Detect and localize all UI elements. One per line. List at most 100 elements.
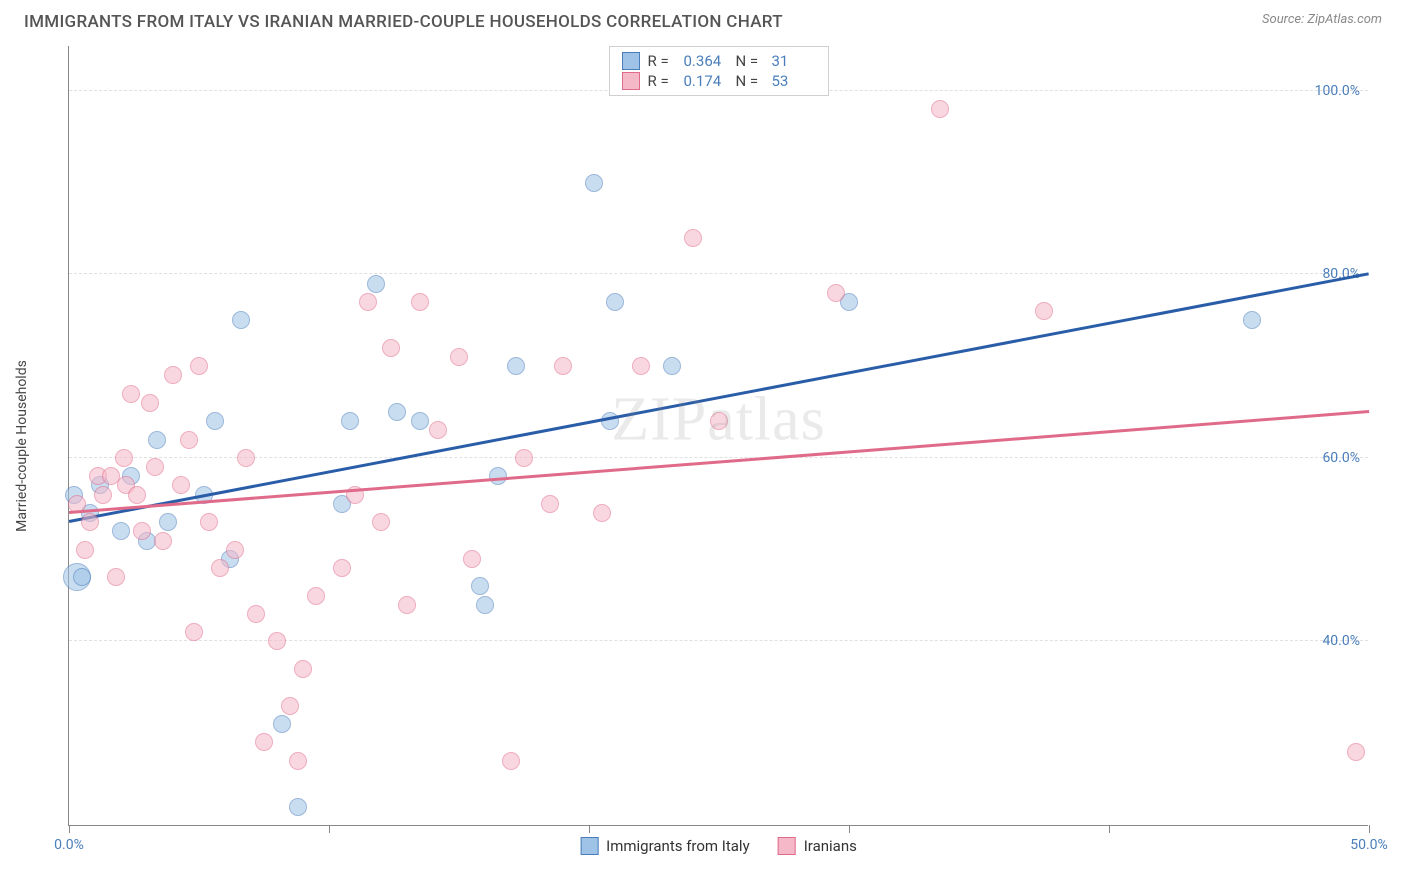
- n-value-iranians: 53: [772, 72, 816, 90]
- data-point: [154, 532, 172, 550]
- data-point: [107, 568, 125, 586]
- r-value-italy: 0.364: [684, 52, 728, 70]
- data-point: [359, 293, 377, 311]
- data-point: [247, 605, 265, 623]
- correlation-legend: R = 0.364 N = 31 R = 0.174 N = 53: [609, 46, 829, 96]
- data-point: [341, 412, 359, 430]
- swatch-italy: [580, 837, 598, 855]
- data-point: [268, 632, 286, 650]
- trendline: [69, 272, 1369, 522]
- data-point: [411, 412, 429, 430]
- data-point: [931, 100, 949, 118]
- data-point: [112, 522, 130, 540]
- data-point: [73, 568, 91, 586]
- data-point: [200, 513, 218, 531]
- data-point: [133, 522, 151, 540]
- data-point: [663, 357, 681, 375]
- x-tick-label: 50.0%: [1350, 837, 1388, 853]
- data-point: [211, 559, 229, 577]
- data-point: [185, 623, 203, 641]
- n-value-italy: 31: [772, 52, 816, 70]
- gridline: [69, 640, 1368, 641]
- data-point: [226, 541, 244, 559]
- x-tick-label: 0.0%: [54, 837, 84, 853]
- data-point: [585, 174, 603, 192]
- gridline: [69, 457, 1368, 458]
- data-point: [710, 412, 728, 430]
- data-point: [76, 541, 94, 559]
- chart-title: IMMIGRANTS FROM ITALY VS IRANIAN MARRIED…: [24, 12, 783, 32]
- source-attribution: Source: ZipAtlas.com: [1262, 12, 1382, 27]
- data-point: [367, 275, 385, 293]
- y-tick-label: 60.0%: [1322, 450, 1360, 466]
- data-point: [1347, 743, 1365, 761]
- data-point: [94, 486, 112, 504]
- legend-row-iranians: R = 0.174 N = 53: [622, 71, 816, 91]
- data-point: [1035, 302, 1053, 320]
- data-point: [429, 421, 447, 439]
- swatch-italy: [622, 52, 640, 70]
- data-point: [411, 293, 429, 311]
- y-tick-label: 40.0%: [1322, 633, 1360, 649]
- data-point: [206, 412, 224, 430]
- data-point: [159, 513, 177, 531]
- data-point: [81, 513, 99, 531]
- data-point: [382, 339, 400, 357]
- data-point: [289, 798, 307, 816]
- data-point: [164, 366, 182, 384]
- data-point: [606, 293, 624, 311]
- y-tick-label: 100.0%: [1315, 83, 1360, 99]
- data-point: [273, 715, 291, 733]
- data-point: [476, 596, 494, 614]
- legend-label: Iranians: [804, 837, 857, 855]
- data-point: [515, 449, 533, 467]
- data-point: [122, 385, 140, 403]
- data-point: [307, 587, 325, 605]
- data-point: [471, 577, 489, 595]
- data-point: [190, 357, 208, 375]
- data-point: [172, 476, 190, 494]
- header: IMMIGRANTS FROM ITALY VS IRANIAN MARRIED…: [0, 0, 1406, 36]
- legend-item-iranians: Iranians: [778, 837, 857, 855]
- x-tick: [849, 825, 850, 833]
- data-point: [232, 311, 250, 329]
- chart-container: Married-couple Households ZIPatlas R = 0…: [36, 46, 1386, 846]
- data-point: [398, 596, 416, 614]
- gridline: [69, 273, 1368, 274]
- data-point: [281, 697, 299, 715]
- swatch-iranians: [622, 72, 640, 90]
- legend-label: Immigrants from Italy: [606, 837, 750, 855]
- x-tick: [1109, 825, 1110, 833]
- data-point: [141, 394, 159, 412]
- scatter-plot: ZIPatlas R = 0.364 N = 31 R = 0.174 N = …: [68, 46, 1368, 826]
- r-value-iranians: 0.174: [684, 72, 728, 90]
- data-point: [237, 449, 255, 467]
- x-tick: [69, 825, 70, 833]
- data-point: [1243, 311, 1261, 329]
- data-point: [148, 431, 166, 449]
- data-point: [294, 660, 312, 678]
- data-point: [450, 348, 468, 366]
- data-point: [115, 449, 133, 467]
- x-tick: [1369, 825, 1370, 833]
- data-point: [289, 752, 307, 770]
- n-label: N =: [736, 72, 764, 90]
- data-point: [684, 229, 702, 247]
- x-tick: [329, 825, 330, 833]
- data-point: [146, 458, 164, 476]
- data-point: [554, 357, 572, 375]
- n-label: N =: [736, 52, 764, 70]
- data-point: [463, 550, 481, 568]
- data-point: [128, 486, 146, 504]
- r-label: R =: [648, 52, 676, 70]
- data-point: [388, 403, 406, 421]
- series-legend: Immigrants from Italy Iranians: [580, 837, 857, 855]
- data-point: [541, 495, 559, 513]
- legend-item-italy: Immigrants from Italy: [580, 837, 750, 855]
- swatch-iranians: [778, 837, 796, 855]
- r-label: R =: [648, 72, 676, 90]
- data-point: [507, 357, 525, 375]
- data-point: [333, 559, 351, 577]
- data-point: [632, 357, 650, 375]
- data-point: [255, 733, 273, 751]
